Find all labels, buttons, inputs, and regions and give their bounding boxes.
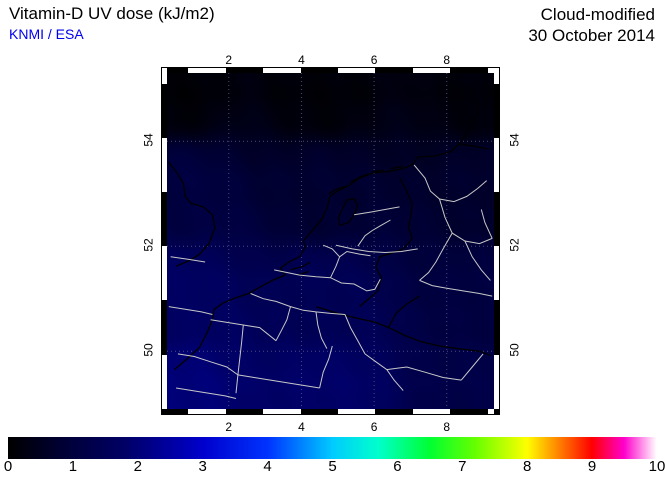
page-title: Vitamin-D UV dose (kJ/m2) — [9, 4, 215, 23]
y-tick-right-54: 54 — [507, 133, 522, 147]
x-tick-bottom-2: 2 — [225, 420, 233, 434]
y-tick-left-50: 50 — [141, 343, 156, 357]
x-tick-top-6: 6 — [370, 53, 378, 67]
axis-tick-segment — [375, 409, 413, 414]
x-tick-bottom-4: 4 — [298, 420, 305, 434]
product-type-label: Cloud-modified — [540, 5, 655, 24]
axis-tick-segment — [300, 409, 338, 414]
axis-tick-segment — [162, 408, 167, 414]
axis-tick-segment — [162, 84, 167, 139]
axis-tick-segment — [300, 68, 338, 73]
x-tick-bottom-8: 8 — [443, 420, 451, 434]
y-tick-right-50: 50 — [507, 343, 522, 357]
axis-bar-left — [162, 68, 167, 414]
colorbar-tick-3: 3 — [198, 458, 207, 475]
y-tick-right-52: 52 — [507, 238, 522, 252]
colorbar-tick-9: 9 — [587, 458, 597, 475]
colorbar-tick-7: 7 — [458, 458, 467, 475]
x-tick-top-2: 2 — [225, 53, 233, 67]
colorbar-tick-6: 6 — [393, 458, 402, 475]
map-axes-frame — [156, 62, 505, 420]
colorbar-tick-2: 2 — [133, 458, 142, 475]
axis-tick-segment — [162, 409, 189, 414]
colorbar-gradient — [8, 437, 657, 459]
header-right-block: Cloud-modified 30 October 2014 — [528, 4, 655, 46]
x-tick-top-4: 4 — [298, 53, 305, 67]
x-tick-top-8: 8 — [443, 53, 451, 67]
axis-tick-segment — [450, 68, 488, 73]
colorbar-tick-1: 1 — [68, 458, 78, 475]
axis-bar-right — [494, 68, 499, 414]
axis-tick-segment — [162, 192, 167, 247]
agency-credit: KNMI / ESA — [9, 26, 84, 42]
axis-tick-segment — [494, 84, 499, 139]
colorbar-tick-4: 4 — [263, 458, 272, 475]
uv-dose-map-panel: 2 4 6 8 2 4 6 8 50 52 54 50 52 54 — [142, 54, 522, 433]
colorbar-tick-8: 8 — [523, 458, 532, 475]
axis-tick-segment — [225, 409, 264, 414]
axis-tick-segment — [162, 68, 189, 73]
axis-tick-segment — [494, 192, 499, 247]
map-outer-border — [161, 67, 500, 415]
colorbar-tick-10: 10 — [648, 458, 665, 475]
colorbar-tick-5: 5 — [328, 458, 337, 475]
y-tick-left-52: 52 — [141, 238, 156, 252]
colorbar — [8, 437, 657, 459]
colorbar-tick-labels: 0 1 2 3 4 5 6 7 8 9 10 — [4, 458, 665, 479]
colorbar-tick-0: 0 — [3, 458, 13, 475]
axis-tick-segment — [225, 68, 264, 73]
x-tick-bottom-6: 6 — [370, 420, 378, 434]
axis-tick-segment — [494, 408, 499, 414]
axis-tick-segment — [494, 300, 499, 355]
axis-bar-bottom — [162, 409, 499, 414]
axis-tick-segment — [375, 68, 413, 73]
date-label: 30 October 2014 — [528, 26, 655, 45]
axis-bar-top — [162, 68, 499, 73]
y-tick-left-54: 54 — [141, 133, 156, 147]
axis-tick-segment — [450, 409, 488, 414]
header-left-block: Vitamin-D UV dose (kJ/m2) KNMI / ESA — [9, 4, 215, 43]
axis-tick-segment — [162, 300, 167, 355]
